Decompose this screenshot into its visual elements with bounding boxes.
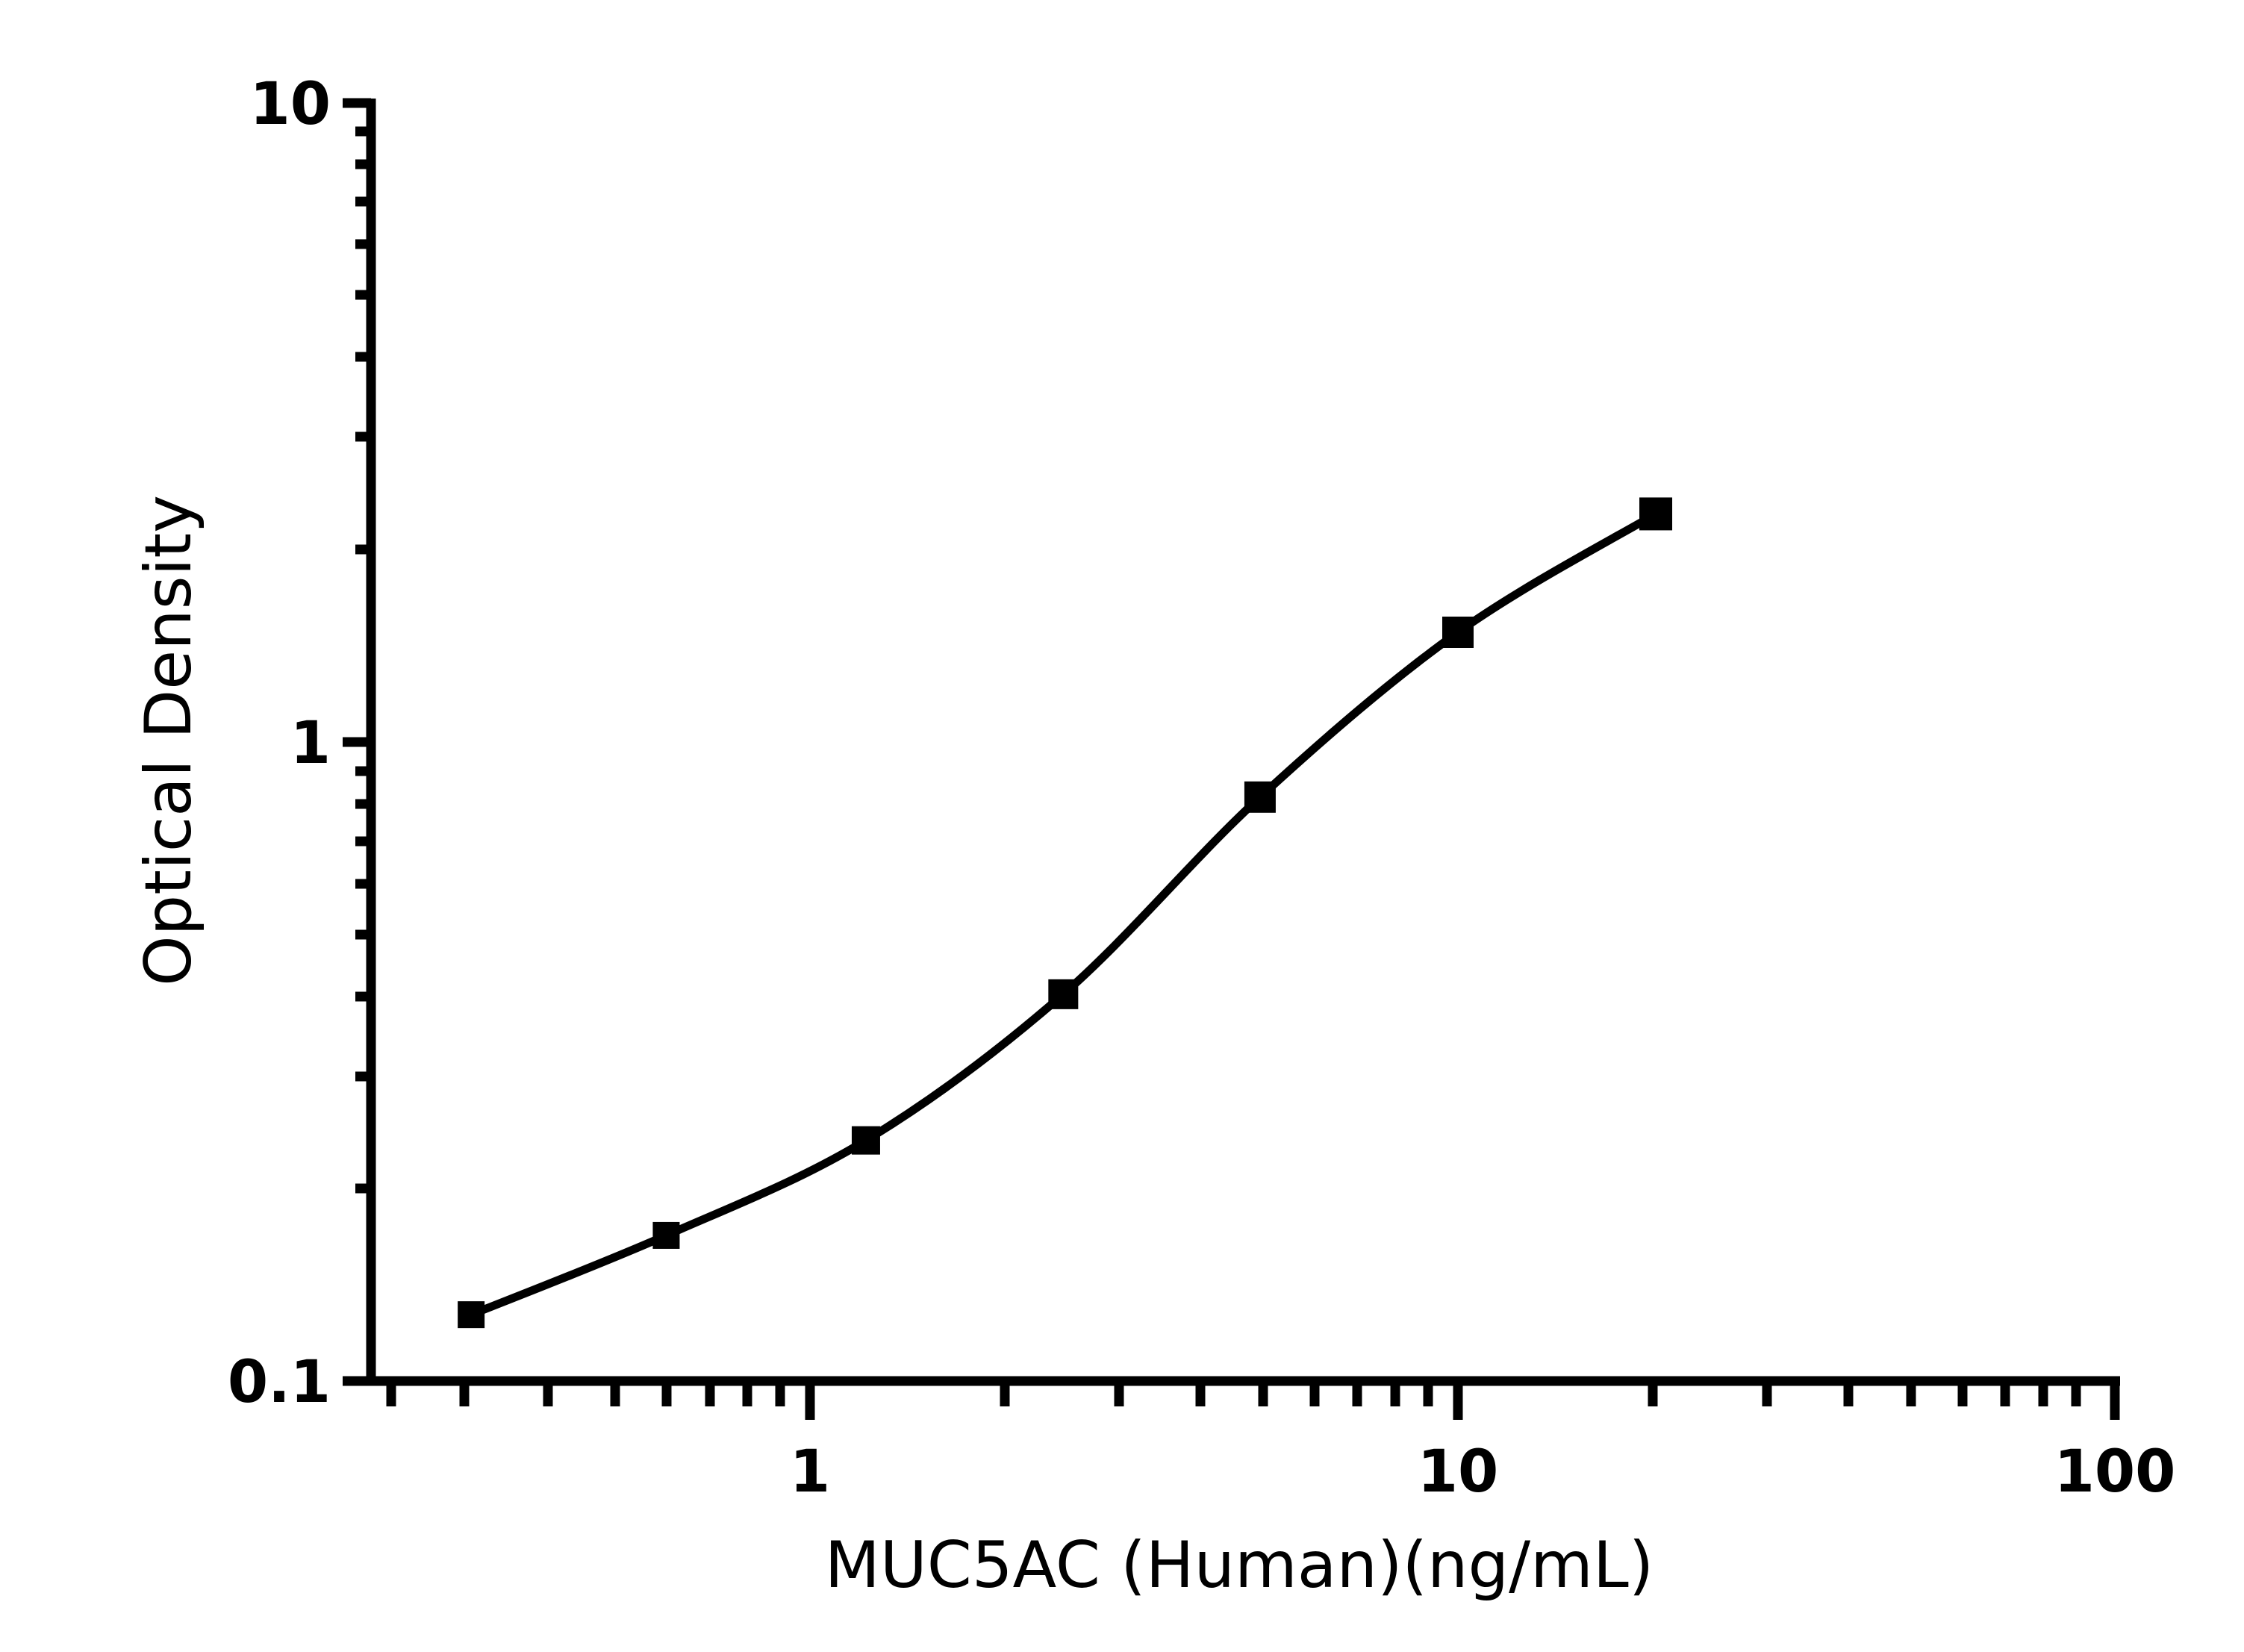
y-tick-label-1: 1 (290, 710, 331, 777)
x-tick-label-100: 100 (2054, 1439, 2176, 1506)
data-point-marker (851, 1126, 880, 1155)
x-axis-minor-ticks-sub1 (386, 1381, 785, 1406)
y-axis-minor-ticks-upper (355, 126, 371, 555)
x-tick-label-10: 10 (1418, 1439, 1499, 1506)
data-point-marker (1639, 497, 1673, 531)
y-axis-major-ticks (343, 98, 371, 1386)
x-axis-minor-ticks-decade1 (1000, 1381, 1433, 1406)
x-axis: 1 10 100 MUC5AC (Human)(ng/mL) (367, 1376, 2176, 1603)
y-tick-label-10: 10 (249, 71, 331, 138)
x-axis-title: MUC5AC (Human)(ng/mL) (825, 1528, 1654, 1603)
data-series-layer (458, 497, 1673, 1329)
x-axis-minor-ticks-decade2 (1648, 1381, 2081, 1406)
data-point-marker (458, 1301, 485, 1329)
y-tick-label-0-1: 0.1 (228, 1349, 331, 1416)
y-axis-minor-ticks-lower (355, 766, 371, 1194)
y-axis-title: Optical Density (131, 495, 206, 986)
data-point-marker (1442, 617, 1474, 648)
y-axis: 10 1 0.1 Optical Density (131, 71, 376, 1416)
data-point-marker (652, 1221, 680, 1249)
data-point-marker (1048, 979, 1079, 1009)
data-point-marker (1244, 781, 1276, 813)
x-axis-major-ticks (805, 1381, 2120, 1420)
x-tick-label-1: 1 (790, 1439, 830, 1506)
